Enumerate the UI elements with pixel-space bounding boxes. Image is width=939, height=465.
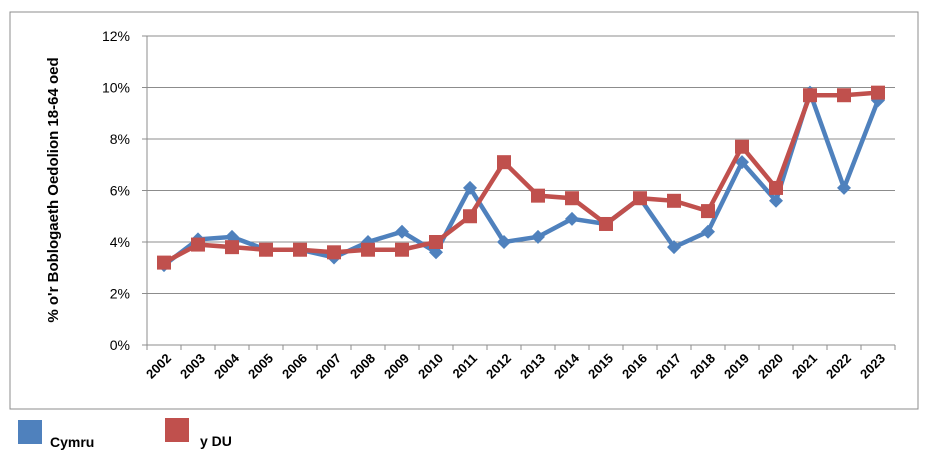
point	[565, 191, 579, 206]
y-axis-label: % o'r Boblogaeth Oedolion 18-64 oed	[45, 57, 62, 322]
legend-swatch	[165, 418, 189, 442]
legend-label: Cymru	[50, 434, 94, 450]
y-tick-label: 10%	[102, 80, 130, 96]
point	[837, 180, 851, 195]
point	[429, 235, 443, 249]
point	[395, 224, 409, 239]
point	[701, 224, 715, 239]
point	[395, 242, 409, 257]
point	[769, 193, 783, 208]
y-tick-label: 12%	[102, 28, 130, 44]
y-tick-label: 4%	[110, 234, 130, 250]
point	[837, 88, 851, 103]
point	[769, 180, 783, 195]
point	[463, 180, 477, 195]
series-line	[162, 90, 879, 265]
point	[463, 209, 477, 224]
point	[157, 255, 171, 270]
y-tick-label: 6%	[110, 183, 130, 199]
point	[735, 139, 749, 154]
point	[735, 155, 749, 170]
point	[191, 237, 205, 252]
point	[565, 211, 579, 226]
y-tick-label: 0%	[110, 337, 130, 353]
legend-swatch	[18, 420, 42, 444]
point	[531, 188, 545, 203]
point	[803, 88, 817, 103]
point	[293, 242, 307, 257]
y-tick-label: 8%	[110, 131, 130, 147]
y-tick-label: 2%	[110, 286, 130, 302]
point	[599, 216, 613, 231]
point	[871, 85, 885, 100]
point	[497, 235, 511, 249]
legend-label: y DU	[200, 433, 232, 449]
point	[497, 155, 511, 170]
point	[531, 229, 545, 244]
point	[259, 242, 273, 257]
point	[361, 242, 375, 257]
point	[327, 245, 341, 260]
point	[667, 240, 681, 255]
point	[225, 240, 239, 255]
point	[633, 191, 647, 206]
point	[701, 204, 715, 219]
point	[667, 193, 681, 208]
